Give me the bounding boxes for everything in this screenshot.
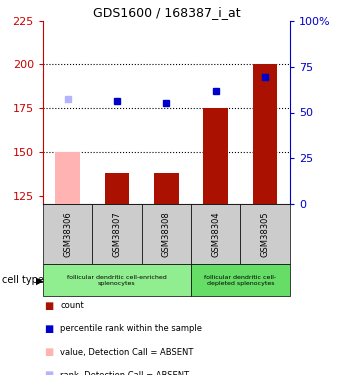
Text: ■: ■ — [45, 301, 54, 310]
Text: GSM38308: GSM38308 — [162, 211, 171, 257]
Bar — [154, 173, 179, 204]
Bar — [240, 204, 290, 264]
Title: GDS1600 / 168387_i_at: GDS1600 / 168387_i_at — [93, 6, 240, 20]
Bar — [92, 204, 142, 264]
Text: follicular dendritic cell-enriched
splenocytes: follicular dendritic cell-enriched splen… — [67, 275, 167, 286]
Bar — [142, 204, 191, 264]
Bar — [55, 152, 80, 204]
Bar — [191, 204, 240, 264]
Bar — [191, 264, 290, 296]
Text: GSM38306: GSM38306 — [63, 211, 72, 257]
Text: value, Detection Call = ABSENT: value, Detection Call = ABSENT — [60, 348, 193, 357]
Text: GSM38305: GSM38305 — [261, 211, 270, 257]
Bar — [203, 108, 228, 204]
Text: GSM38307: GSM38307 — [113, 211, 121, 257]
Text: ■: ■ — [45, 347, 54, 357]
Bar — [43, 264, 191, 296]
Text: count: count — [60, 301, 84, 310]
Text: ■: ■ — [45, 324, 54, 334]
Text: GSM38304: GSM38304 — [211, 211, 220, 257]
Text: follicular dendritic cell-
depleted splenocytes: follicular dendritic cell- depleted sple… — [204, 275, 276, 286]
Text: rank, Detection Call = ABSENT: rank, Detection Call = ABSENT — [60, 371, 189, 375]
Bar — [43, 204, 92, 264]
Bar — [253, 64, 277, 204]
Bar — [105, 173, 129, 204]
Text: ▶: ▶ — [36, 275, 43, 285]
Text: cell type: cell type — [2, 275, 44, 285]
Text: percentile rank within the sample: percentile rank within the sample — [60, 324, 202, 333]
Text: ■: ■ — [45, 370, 54, 375]
